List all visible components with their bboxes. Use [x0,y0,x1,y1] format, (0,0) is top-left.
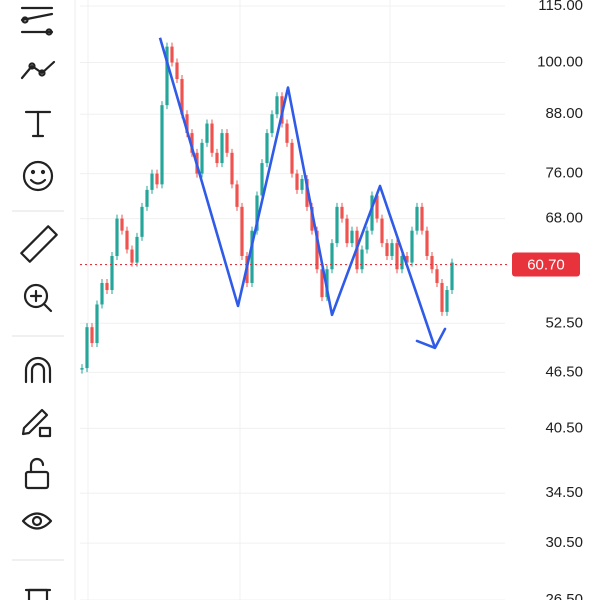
candle [425,230,429,256]
candle [210,123,214,153]
candle [445,290,449,312]
candle [190,133,194,153]
tool-ruler[interactable] [20,225,58,263]
candle [300,178,304,190]
candle [145,189,149,207]
tool-lines[interactable] [20,6,54,36]
candle [220,133,224,164]
candle [420,206,424,231]
toolbar [12,0,76,600]
tool-zoom[interactable] [23,283,53,313]
candle [330,243,334,270]
candle [95,304,99,344]
candle [140,206,144,237]
candle [315,230,319,270]
candle [235,184,239,207]
candle [230,152,234,185]
candle [110,255,114,291]
candle [390,243,394,256]
y-tick-label: 26.50 [545,591,583,600]
tool-text[interactable] [24,110,52,138]
candle [345,218,349,244]
candle [305,178,309,207]
candle [285,123,289,143]
y-tick-label: 40.50 [545,419,583,436]
y-tick-label: 76.00 [545,165,583,182]
candle [365,230,369,250]
candle [340,206,344,219]
candle [105,282,109,291]
candle [265,133,269,164]
y-tick-label: 115.00 [538,0,583,14]
candle [215,152,219,164]
candle [435,269,439,283]
candle [320,269,324,298]
current-price-label: 60.70 [527,257,565,274]
y-tick-label: 68.00 [545,210,583,227]
candle [135,236,139,263]
candle [260,163,264,196]
y-tick-label: 34.50 [545,484,583,501]
candle [255,195,259,231]
tool-lock[interactable] [24,457,50,490]
zigzag [158,37,437,349]
candle [225,133,229,153]
candle [415,206,419,231]
candle [295,173,299,190]
candle [165,46,169,106]
candle [80,368,84,370]
candle [160,105,164,185]
candle [350,230,354,244]
candle [335,206,339,244]
candle [120,218,124,231]
zigzag-arrowhead [415,327,447,350]
candle [250,230,254,283]
y-tick-label: 46.50 [545,363,583,380]
candle [385,243,389,256]
candle [430,255,434,270]
candle [290,142,294,174]
candle [125,230,129,250]
candle [400,255,404,270]
candle [205,123,209,143]
candle [370,195,374,231]
candle [90,327,94,344]
y-tick-label: 52.50 [545,314,583,331]
candle [200,142,204,174]
candle [410,230,414,263]
candle [395,243,399,270]
y-tick-label: 100.00 [537,53,583,70]
candle [115,218,119,256]
candle [405,255,409,263]
y-tick-label: 88.00 [545,105,583,122]
current-price-box [512,252,580,277]
tool-emoji[interactable] [22,160,54,192]
tool-magnet[interactable] [24,356,52,384]
candle [360,249,364,270]
candle [170,46,174,63]
candle [440,282,444,312]
tool-trend[interactable] [20,60,56,80]
candle [240,206,244,256]
candle [150,173,154,190]
candle [380,218,384,244]
candle [185,114,189,134]
candle [375,195,379,219]
candle [180,79,184,115]
candle [270,114,274,134]
candle [85,327,89,369]
candle [100,282,104,305]
candle [130,249,134,263]
candle [175,62,179,80]
tool-eye[interactable] [21,512,53,530]
candle [275,96,279,115]
candle [450,262,454,291]
tool-lock-draw[interactable] [21,408,52,438]
candle [310,206,314,231]
candle [155,173,159,185]
y-tick-label: 30.50 [545,534,583,551]
tool-delete[interactable] [24,588,52,600]
